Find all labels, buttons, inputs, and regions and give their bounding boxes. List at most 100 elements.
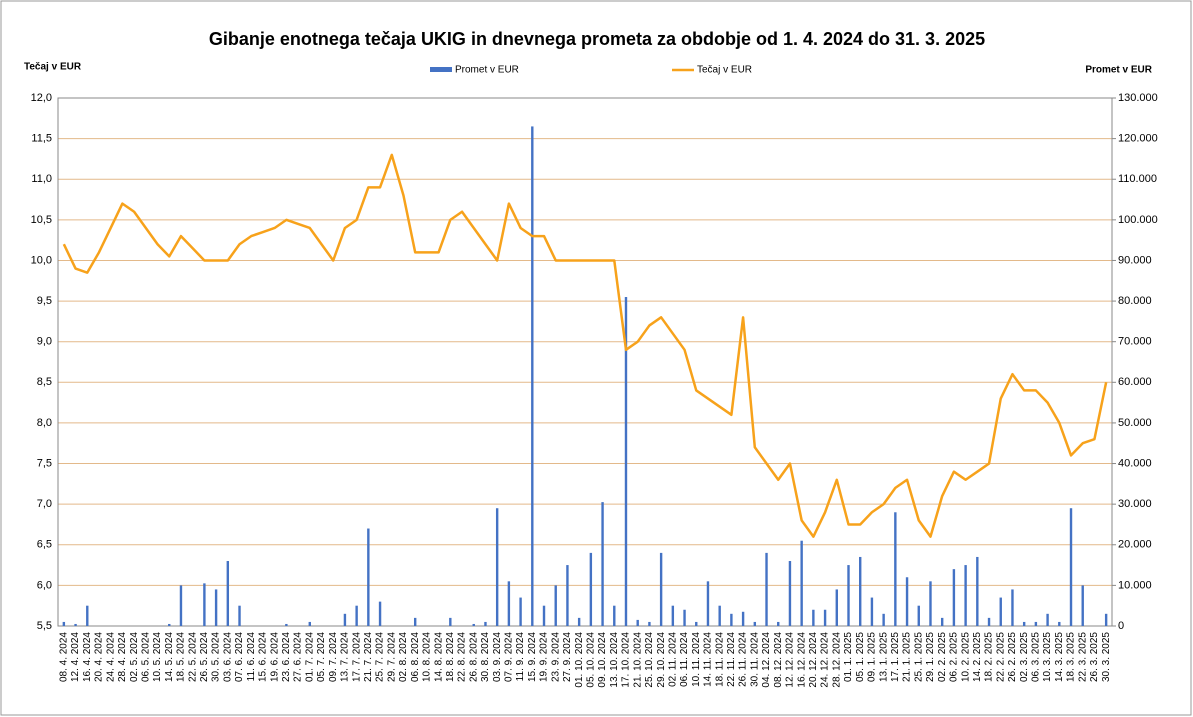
bar	[1022, 621, 1026, 626]
x-tick-label: 22. 3. 2025	[1077, 632, 1088, 682]
bar	[929, 581, 932, 626]
x-tick-label: 07. 9. 2024	[504, 632, 515, 682]
x-tick-label: 25. 7. 2024	[375, 632, 386, 682]
bar	[683, 609, 686, 626]
y-tick-label: 8,0	[37, 417, 52, 429]
x-tick-label: 03. 6. 2024	[222, 632, 233, 682]
bar	[870, 597, 874, 626]
x-tick-label: 28. 4. 2024	[117, 632, 128, 682]
bar	[636, 619, 639, 626]
x-tick-label: 29. 1. 2025	[925, 632, 936, 682]
y2-tick-label: 90.000	[1118, 254, 1152, 266]
x-tick-label: 26. 2. 2025	[1007, 632, 1018, 682]
bar	[495, 508, 499, 626]
x-tick-label: 18. 2. 2025	[984, 632, 995, 682]
bar	[577, 617, 581, 626]
bar	[601, 502, 604, 626]
bar	[531, 126, 534, 626]
y-axis-title: Tečaj v EUR	[24, 62, 82, 73]
bar	[1104, 613, 1108, 626]
y2-tick-label: 0	[1118, 620, 1124, 632]
x-tick-label: 22. 2. 2025	[995, 632, 1006, 682]
bar	[203, 583, 206, 626]
x-tick-label: 17. 10. 2024	[621, 632, 632, 688]
x-tick-label: 28. 12. 2024	[831, 632, 842, 688]
x-tick-label: 29. 7. 2024	[386, 632, 397, 682]
x-tick-label: 17. 7. 2024	[351, 632, 362, 682]
bar	[613, 605, 616, 626]
bar	[507, 581, 511, 626]
bar	[566, 565, 569, 626]
y2-axis-title: Promet v EUR	[1085, 65, 1152, 76]
x-tick-label: 09. 10. 2024	[597, 632, 608, 688]
x-tick-label: 14. 3. 2025	[1054, 632, 1065, 682]
x-tick-label: 30. 5. 2024	[211, 632, 222, 682]
x-tick-label: 16. 12. 2024	[796, 632, 807, 688]
bar	[238, 605, 241, 626]
x-tick-label: 02. 8. 2024	[398, 632, 409, 682]
x-tick-label: 10. 8. 2024	[422, 632, 433, 682]
x-tick-label: 14. 11. 2024	[703, 632, 714, 687]
x-tick-label: 05. 7. 2024	[316, 632, 327, 682]
x-tick-label: 08. 12. 2024	[773, 632, 784, 688]
x-tick-label: 15. 9. 2024	[527, 632, 538, 682]
x-tick-label: 13. 7. 2024	[340, 632, 351, 682]
bar	[859, 556, 862, 626]
x-tick-label: 23. 9. 2024	[550, 632, 561, 682]
bar	[788, 561, 792, 626]
x-tick-label: 11. 9. 2024	[515, 632, 526, 682]
y-tick-label: 7,0	[37, 498, 52, 510]
bar	[964, 565, 967, 626]
x-tick-label: 14. 8. 2024	[433, 632, 444, 682]
bar	[179, 585, 183, 626]
legend-swatch	[430, 67, 452, 72]
y2-tick-label: 100.000	[1118, 214, 1158, 226]
bar	[367, 528, 370, 626]
bar	[835, 589, 838, 626]
bar	[976, 556, 979, 626]
y2-tick-label: 50.000	[1118, 417, 1152, 429]
x-tick-label: 16. 4. 2024	[82, 632, 93, 682]
x-tick-label: 12. 4. 2024	[70, 632, 81, 682]
bar	[1081, 585, 1084, 626]
bar	[519, 597, 522, 626]
bar	[1069, 508, 1073, 626]
x-tick-label: 13. 1. 2025	[878, 632, 889, 682]
bar	[823, 609, 827, 626]
y-tick-label: 8,5	[37, 376, 52, 388]
y2-tick-label: 60.000	[1118, 376, 1152, 388]
x-tick-label: 12. 12. 2024	[785, 632, 796, 688]
bar	[706, 581, 710, 626]
x-tick-label: 18. 5. 2024	[176, 632, 187, 682]
x-tick-label: 10. 2. 2025	[960, 632, 971, 682]
bar	[671, 605, 675, 626]
bar	[378, 601, 382, 626]
x-tick-label: 24. 12. 2024	[820, 632, 831, 688]
y2-tick-label: 110.000	[1118, 173, 1157, 185]
legend-label: Tečaj v EUR	[697, 65, 752, 76]
x-tick-label: 22. 8. 2024	[457, 632, 468, 682]
y-tick-label: 11,0	[31, 173, 52, 185]
x-tick-label: 29. 10. 2024	[656, 632, 667, 688]
bar	[74, 623, 77, 626]
bar	[800, 540, 803, 626]
bar	[62, 621, 66, 626]
x-tick-label: 25. 10. 2024	[644, 632, 655, 688]
x-tick-label: 30. 8. 2024	[480, 632, 491, 682]
x-tick-label: 26. 8. 2024	[468, 632, 479, 682]
bar	[542, 605, 546, 626]
x-tick-label: 25. 1. 2025	[913, 632, 924, 682]
bar	[718, 605, 721, 626]
bar	[214, 589, 218, 626]
chart-title: Gibanje enotnega tečaja UKIG in dnevnega…	[209, 29, 985, 49]
bar	[905, 577, 909, 626]
x-tick-label: 22. 11. 2024	[726, 632, 737, 687]
x-tick-label: 10. 5. 2024	[152, 632, 163, 682]
x-tick-label: 19. 6. 2024	[269, 632, 280, 682]
y-tick-label: 6,5	[37, 539, 52, 551]
bar	[554, 585, 557, 626]
x-tick-label: 10. 11. 2024	[691, 632, 702, 687]
bar	[226, 561, 230, 626]
